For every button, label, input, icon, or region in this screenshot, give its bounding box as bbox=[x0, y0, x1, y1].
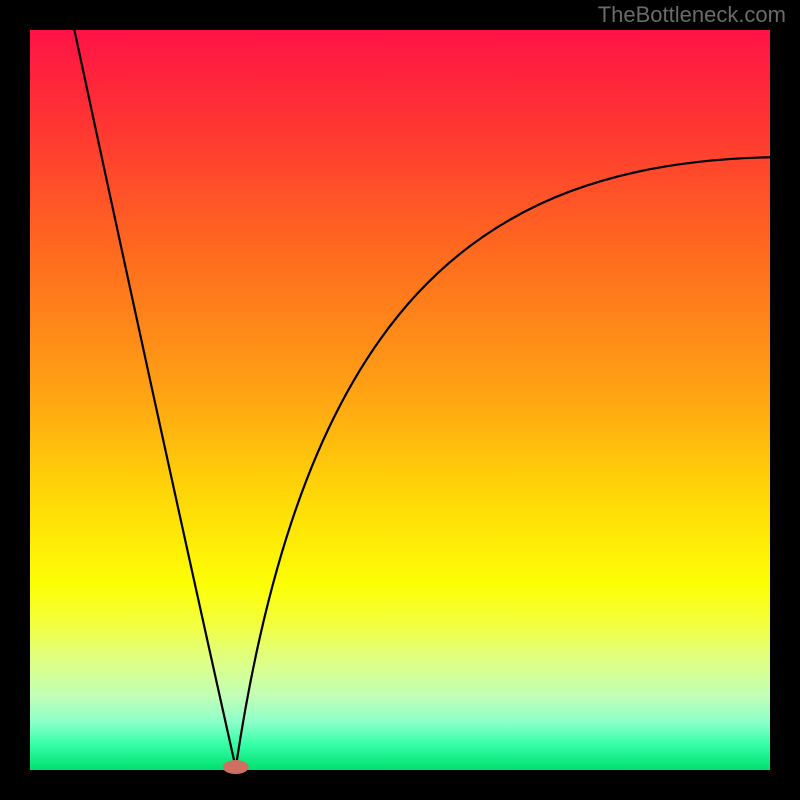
plot-area bbox=[30, 30, 770, 770]
watermark-text: TheBottleneck.com bbox=[598, 2, 786, 28]
chart-svg bbox=[0, 0, 800, 800]
chart-container: TheBottleneck.com bbox=[0, 0, 800, 800]
minimum-marker bbox=[223, 760, 249, 774]
